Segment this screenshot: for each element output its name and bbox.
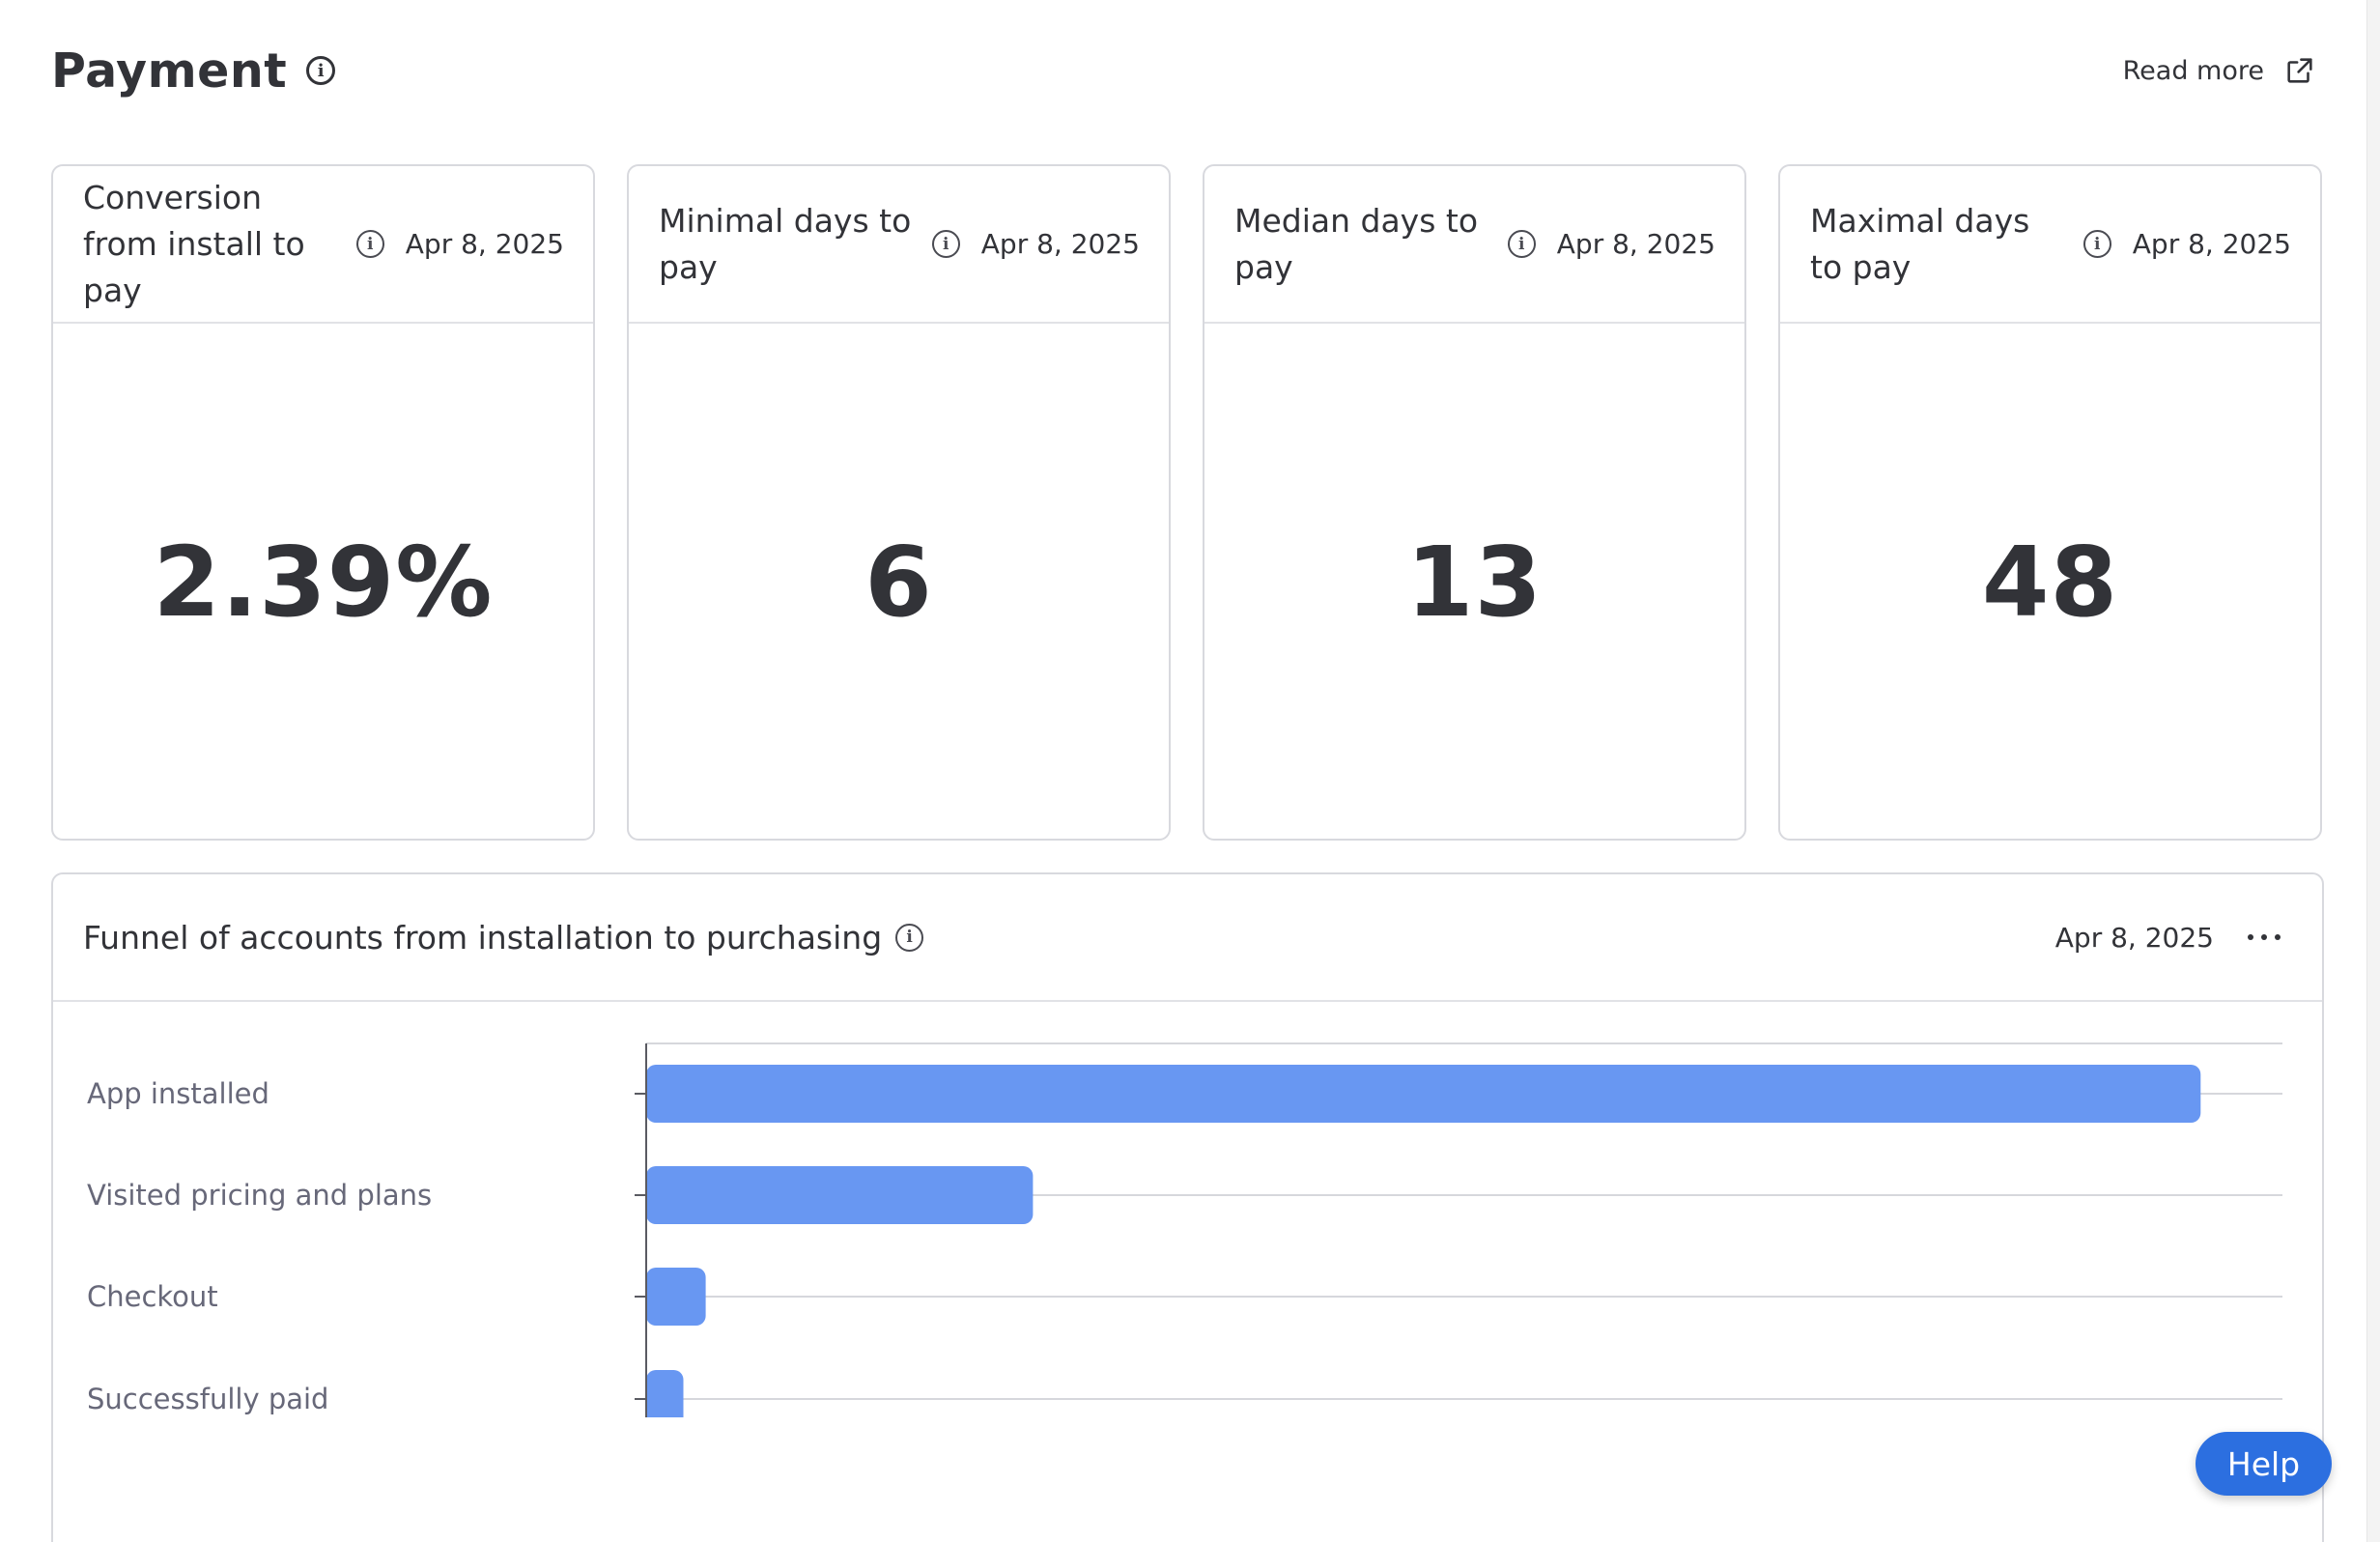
kpi-row: Conversion from install to pay i Apr 8, … [51,164,2324,841]
kpi-date: Apr 8, 2025 [405,228,564,260]
kpi-card-header: Median days to pay i Apr 8, 2025 [1204,166,1744,324]
kpi-title: Minimal days to pay [659,201,912,286]
kpi-title: Median days to pay [1234,201,1479,286]
y-tick-label: Successfully paid [87,1383,328,1415]
funnel-title-group: Funnel of accounts from installation to … [83,918,924,957]
funnel-card: Funnel of accounts from installation to … [51,872,2324,1542]
read-more-link[interactable]: Read more [2123,54,2316,87]
y-tick-label: Checkout [87,1280,218,1313]
more-options-icon[interactable] [2245,923,2283,952]
funnel-header-actions: Apr 8, 2025 [2055,922,2283,954]
kpi-card-header: Minimal days to pay i Apr 8, 2025 [629,166,1169,324]
kpi-meta: i Apr 8, 2025 [355,228,564,260]
page-header: Payment i Read more [51,39,2316,102]
read-more-label: Read more [2122,55,2264,86]
kpi-meta: i Apr 8, 2025 [931,228,1140,260]
kpi-card-conversion: Conversion from install to pay i Apr 8, … [51,164,595,841]
kpi-meta: i Apr 8, 2025 [1507,228,1715,260]
help-button[interactable]: Help [2196,1432,2332,1496]
kpi-value: 2.39% [153,526,494,639]
kpi-card-header: Maximal days to pay i Apr 8, 2025 [1780,166,2320,324]
funnel-header: Funnel of accounts from installation to … [53,874,2322,1002]
kpi-body: 48 [1780,324,2320,841]
funnel-bar [646,1370,684,1417]
kpi-title: Conversion from install to pay [83,178,305,309]
kpi-date: Apr 8, 2025 [980,228,1140,260]
kpi-card-header: Conversion from install to pay i Apr 8, … [53,166,593,324]
kpi-card-maximal-days: Maximal days to pay i Apr 8, 2025 48 [1778,164,2322,841]
kpi-title: Maximal days to pay [1810,201,2030,286]
funnel-bar-chart: App installed Visited pricing and plans Ch… [87,1042,2282,1417]
kpi-date: Apr 8, 2025 [1556,228,1715,260]
kpi-body: 2.39% [53,324,593,841]
info-icon[interactable]: i [355,230,384,258]
funnel-bar [646,1166,1034,1224]
title-group: Payment i [51,43,336,99]
funnel-title: Funnel of accounts from installation to … [83,918,883,957]
kpi-body: 13 [1204,324,1744,841]
info-icon[interactable]: i [895,923,924,952]
kpi-meta: i Apr 8, 2025 [2082,228,2291,260]
kpi-value: 6 [864,526,933,639]
y-tick-label: Visited pricing and plans [87,1179,432,1212]
funnel-date: Apr 8, 2025 [2054,921,2214,954]
kpi-card-minimal-days: Minimal days to pay i Apr 8, 2025 6 [627,164,1171,841]
y-tick-label: App installed [87,1077,269,1110]
kpi-value: 13 [1405,526,1544,639]
funnel-bar [646,1268,706,1326]
kpi-body: 6 [629,324,1169,841]
info-icon[interactable]: i [1507,230,1536,258]
info-icon[interactable]: i [306,56,336,85]
funnel-bar [646,1065,2201,1123]
kpi-card-median-days: Median days to pay i Apr 8, 2025 13 [1203,164,1746,841]
info-icon[interactable]: i [2082,230,2111,258]
kpi-date: Apr 8, 2025 [2132,228,2291,260]
page-title: Payment [51,43,288,99]
kpi-value: 48 [1981,526,2119,639]
info-icon[interactable]: i [931,230,960,258]
scrollbar[interactable] [2366,0,2380,1542]
external-link-icon [2287,58,2312,83]
